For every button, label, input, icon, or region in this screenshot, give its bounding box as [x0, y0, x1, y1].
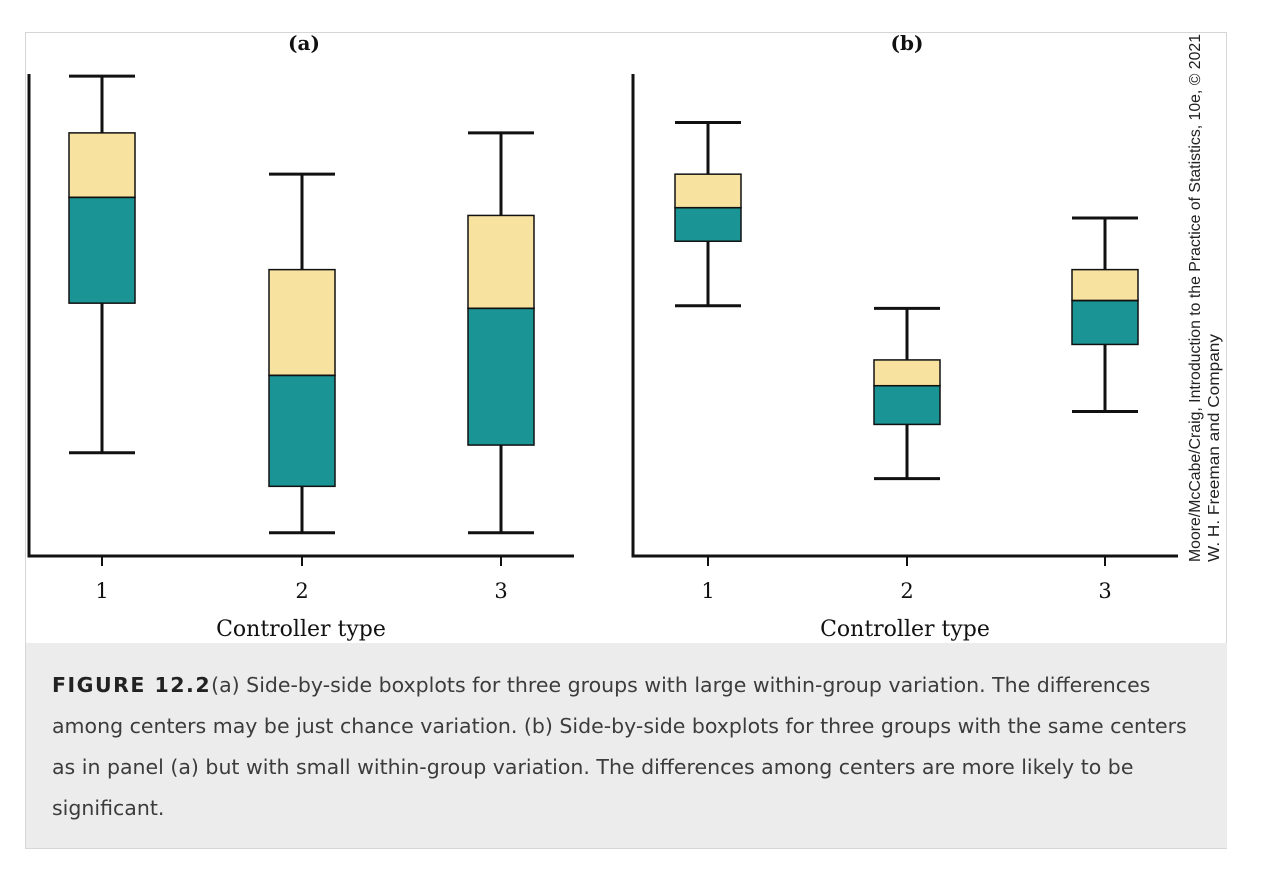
credit-line: Moore/McCabe/Craig, Introduction to the … — [1187, 34, 1223, 562]
boxplot-3 — [467, 131, 535, 535]
x-axis-label: Controller type — [820, 617, 990, 642]
x-tick-label: 3 — [1098, 579, 1111, 603]
lower-box — [873, 384, 941, 426]
upper-box — [873, 359, 941, 387]
x-axis-label: Controller type — [216, 617, 386, 642]
figure-caption: FIGURE 12.2(a) Side-by-side boxplots for… — [26, 643, 1227, 848]
upper-box — [674, 173, 742, 209]
boxplot-2 — [873, 306, 941, 481]
boxplot-1 — [68, 74, 136, 455]
figure-label: FIGURE 12.2 — [52, 673, 212, 697]
x-tick-label: 3 — [494, 579, 507, 603]
lower-box — [674, 206, 742, 242]
x-tick-label: 1 — [701, 579, 714, 603]
panel-b: (b) 1 2 3 Controller type — [631, 31, 1178, 642]
boxplot-1 — [674, 121, 742, 308]
boxplot-3 — [1071, 216, 1139, 414]
lower-box — [467, 307, 535, 446]
lower-box — [68, 196, 136, 304]
upper-box — [268, 268, 336, 377]
upper-box — [1071, 268, 1139, 302]
panel-a: (a) 1 2 3 Controller type — [27, 31, 574, 642]
credit-line-2: W. H. Freeman and Company — [1206, 334, 1223, 562]
upper-box — [68, 132, 136, 199]
panel-title-b: (b) — [891, 31, 924, 55]
panel-title-a: (a) — [288, 31, 320, 55]
x-tick-label: 2 — [295, 579, 308, 603]
upper-box — [467, 214, 535, 310]
lower-box — [268, 374, 336, 488]
lower-box — [1071, 299, 1139, 346]
x-tick-label: 2 — [900, 579, 913, 603]
credit-line-1: Moore/McCabe/Craig, Introduction to the … — [1187, 34, 1204, 562]
caption-text: (a) Side-by-side boxplots for three grou… — [52, 673, 1187, 820]
x-tick-label: 1 — [95, 579, 108, 603]
boxplot-2 — [268, 172, 336, 535]
